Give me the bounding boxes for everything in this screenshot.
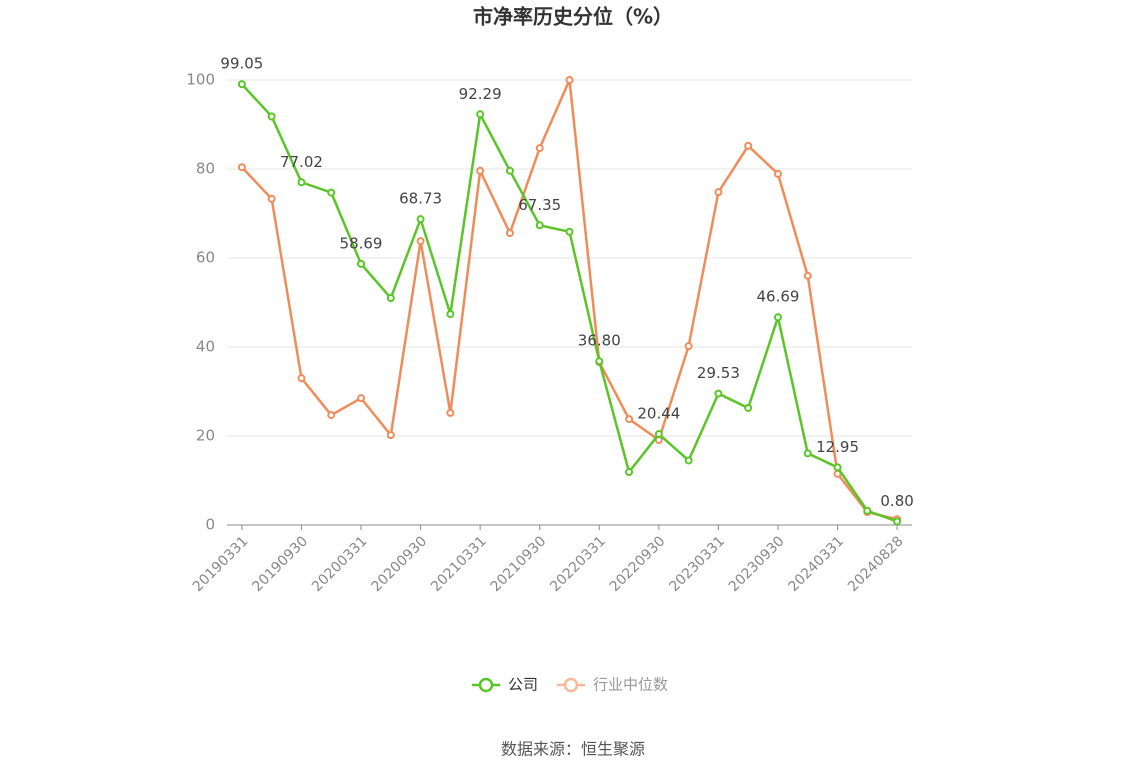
- y-tick-label: 80: [196, 160, 215, 178]
- point: [267, 194, 276, 203]
- y-tick-label: 40: [196, 338, 215, 356]
- legend-label: 行业中位数: [593, 676, 668, 694]
- y-tick-label: 100: [186, 71, 215, 89]
- x-tick-label: 20230930: [726, 533, 788, 595]
- point: [714, 389, 723, 398]
- point: [684, 456, 693, 465]
- data-label: 68.73: [399, 190, 442, 208]
- point: [476, 110, 485, 119]
- legend-item: 公司: [472, 676, 538, 694]
- point: [267, 112, 276, 121]
- point: [386, 294, 395, 303]
- data-label: 67.35: [518, 196, 561, 214]
- legend-label: 公司: [508, 676, 538, 694]
- point: [357, 259, 366, 268]
- point: [416, 237, 425, 246]
- data-label: 46.69: [757, 288, 800, 306]
- source: 数据来源：恒生聚源: [501, 740, 645, 759]
- y-tick-label: 60: [196, 249, 215, 267]
- point: [446, 408, 455, 417]
- point: [386, 431, 395, 440]
- data-label: 92.29: [459, 85, 502, 103]
- point: [863, 506, 872, 515]
- point: [535, 221, 544, 230]
- point: [654, 430, 663, 439]
- point: [625, 468, 634, 477]
- data-label: 58.69: [340, 234, 383, 252]
- point: [327, 411, 336, 420]
- point: [327, 188, 336, 197]
- point: [744, 141, 753, 150]
- legend-item: 行业中位数: [557, 676, 668, 694]
- point: [714, 188, 723, 197]
- x-tick-label: 20240331: [785, 533, 847, 595]
- x-tick-label: 20210331: [428, 533, 490, 595]
- data-label: 77.02: [280, 153, 323, 171]
- point: [565, 76, 574, 84]
- x-tick-label: 20200331: [309, 533, 371, 595]
- point: [773, 313, 782, 322]
- data-label: 12.95: [816, 438, 859, 456]
- point: [297, 178, 306, 187]
- x-tick-label: 20240828: [845, 533, 907, 595]
- point: [803, 271, 812, 280]
- point: [565, 227, 574, 236]
- point: [595, 357, 604, 366]
- x-tick-label: 20230331: [666, 533, 728, 595]
- point: [803, 449, 812, 458]
- data-label: 36.80: [578, 332, 621, 350]
- point: [625, 415, 634, 424]
- point: [684, 342, 693, 351]
- y-tick-label: 0: [205, 516, 215, 534]
- point: [416, 215, 425, 224]
- point: [773, 169, 782, 178]
- point: [505, 166, 514, 175]
- data-label: 0.80: [880, 492, 913, 510]
- x-tick-label: 20190930: [249, 533, 311, 595]
- point: [505, 229, 514, 238]
- point: [535, 144, 544, 153]
- point: [833, 463, 842, 472]
- y-tick-label: 20: [196, 427, 215, 445]
- x-tick-label: 20210930: [488, 533, 550, 595]
- x-tick-label: 20220331: [547, 533, 609, 595]
- legend-marker: [478, 677, 494, 693]
- x-tick-label: 20220930: [607, 533, 669, 595]
- point: [357, 394, 366, 403]
- point: [237, 163, 246, 172]
- point: [237, 80, 246, 89]
- data-label: 20.44: [637, 405, 680, 423]
- x-tick-label: 20190331: [190, 533, 252, 595]
- x-tick-label: 20200930: [369, 533, 431, 595]
- point: [893, 517, 902, 526]
- point: [744, 403, 753, 412]
- point: [297, 374, 306, 383]
- data-label: 99.05: [220, 55, 263, 73]
- point: [476, 166, 485, 175]
- data-label: 29.53: [697, 364, 740, 382]
- legend-marker: [563, 677, 579, 693]
- chart-title: 市净率历史分位（%）: [473, 5, 673, 29]
- point: [446, 310, 455, 319]
